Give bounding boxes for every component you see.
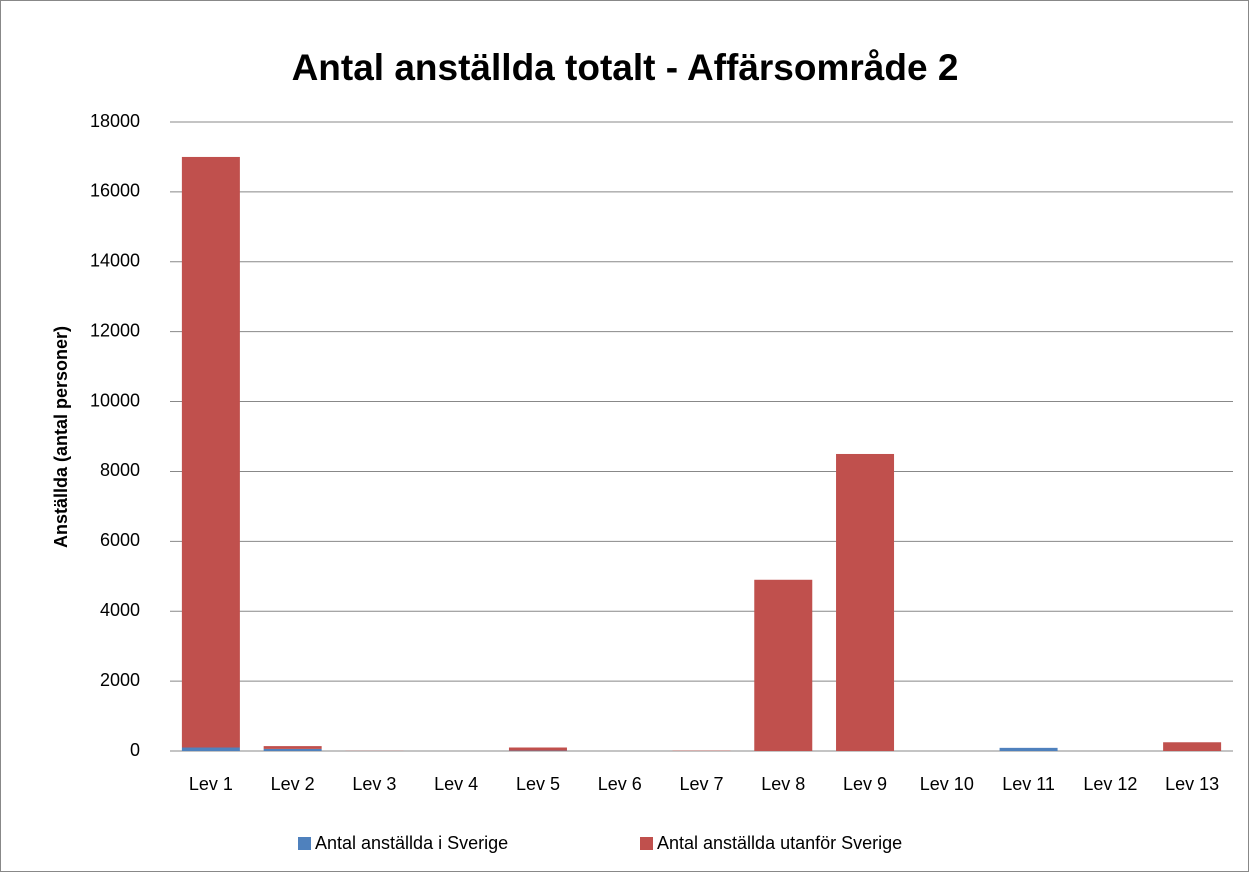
x-tick-label: Lev 10 xyxy=(920,774,974,794)
x-tick-label: Lev 6 xyxy=(598,774,642,794)
x-tick-label: Lev 3 xyxy=(352,774,396,794)
bar-segment xyxy=(263,748,322,751)
y-tick-label: 6000 xyxy=(100,530,140,550)
bar-segment xyxy=(181,156,240,748)
bar-segment xyxy=(181,747,240,751)
bar-segment xyxy=(836,453,895,751)
bar-segment xyxy=(263,746,322,749)
y-axis-label: Anställda (antal personer) xyxy=(51,326,71,548)
bar-segment xyxy=(1163,742,1222,751)
y-tick-label: 4000 xyxy=(100,600,140,620)
x-tick-label: Lev 1 xyxy=(189,774,233,794)
y-tick-label: 8000 xyxy=(100,460,140,480)
x-tick-label: Lev 8 xyxy=(761,774,805,794)
x-tick-label: Lev 4 xyxy=(434,774,478,794)
bar-segment xyxy=(508,747,567,751)
y-tick-label: 18000 xyxy=(90,111,140,131)
legend-label: Antal anställda utanför Sverige xyxy=(657,833,902,853)
x-tick-label: Lev 9 xyxy=(843,774,887,794)
y-tick-label: 2000 xyxy=(100,670,140,690)
bar-segment xyxy=(754,579,813,751)
x-tick-label: Lev 11 xyxy=(1002,774,1055,794)
y-tick-label: 14000 xyxy=(90,251,140,271)
legend-label: Antal anställda i Sverige xyxy=(315,833,508,853)
legend-swatch xyxy=(298,837,311,850)
x-tick-label: Lev 12 xyxy=(1083,774,1137,794)
x-tick-label: Lev 13 xyxy=(1165,774,1219,794)
y-tick-label: 0 xyxy=(130,740,140,760)
legend-swatch xyxy=(640,837,653,850)
bar-segment xyxy=(999,747,1058,751)
x-tick-label: Lev 5 xyxy=(516,774,560,794)
chart-title: Antal anställda totalt - Affärsområde 2 xyxy=(292,47,959,88)
y-tick-label: 10000 xyxy=(90,390,140,410)
x-tick-label: Lev 7 xyxy=(679,774,723,794)
y-tick-label: 16000 xyxy=(90,181,140,201)
y-tick-label: 12000 xyxy=(90,320,140,340)
x-tick-label: Lev 2 xyxy=(271,774,315,794)
